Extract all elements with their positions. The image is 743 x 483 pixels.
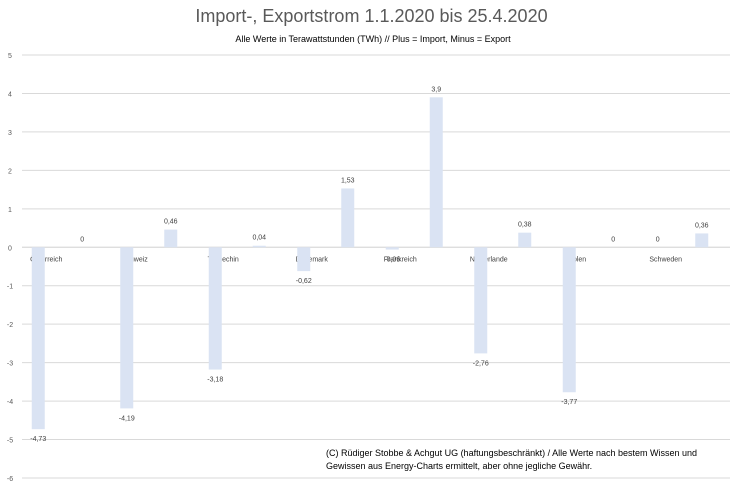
bar [31, 247, 45, 430]
y-tick-label: 2 [8, 168, 12, 175]
copyright-footnote: (C) Rüdiger Stobbe & Achgut UG (haftungs… [326, 448, 698, 471]
data-label: 0,36 [695, 222, 709, 229]
data-label: 0 [656, 236, 660, 243]
category-label: Schweden [649, 256, 682, 263]
bar [341, 188, 355, 248]
data-label: -4,19 [119, 415, 135, 422]
y-tick-label: -3 [7, 361, 13, 368]
category-label: Frankreich [384, 256, 417, 263]
category-label: Tschechin [208, 256, 239, 263]
bar [429, 97, 443, 248]
data-label: 0 [611, 236, 615, 243]
y-tick-label: 5 [8, 53, 12, 60]
data-label: -0,62 [296, 278, 312, 285]
bar [474, 247, 488, 354]
y-tick-label: -6 [7, 476, 13, 483]
data-label: 0,38 [518, 222, 532, 229]
data-label: -4,73 [30, 436, 46, 443]
bar [562, 247, 576, 393]
data-label: -3,77 [561, 399, 577, 406]
bar [164, 229, 178, 248]
bar [252, 245, 266, 248]
data-label: 0,46 [164, 219, 178, 226]
y-tick-label: -2 [7, 322, 13, 329]
y-tick-label: 0 [8, 245, 12, 252]
y-tick-label: 1 [8, 207, 12, 214]
data-label: 1,53 [341, 177, 355, 184]
category-label: Dänemark [296, 256, 329, 263]
category-label: Schweiz [122, 256, 149, 263]
bar [385, 247, 399, 250]
bar [208, 247, 222, 370]
data-label: -3,18 [207, 377, 223, 384]
chart-subtitle: Alle Werte in Terawattstunden (TWh) // P… [218, 34, 528, 44]
data-label: -0,06 [384, 257, 400, 264]
y-tick-label: -5 [7, 438, 13, 445]
category-label: Österreich [30, 255, 62, 263]
data-label: 0 [80, 236, 84, 243]
category-label: Niederlande [470, 256, 508, 263]
data-label: 0,04 [252, 235, 266, 242]
chart-title: Import-, Exportstrom 1.1.2020 bis 25.4.2… [195, 6, 548, 26]
y-tick-label: 4 [8, 91, 12, 98]
y-tick-label: -1 [7, 284, 13, 291]
y-tick-label: -4 [7, 399, 13, 406]
bar [120, 247, 134, 409]
y-tick-label: 3 [8, 130, 12, 137]
data-label: -2,76 [473, 360, 489, 367]
bar [297, 247, 311, 272]
bar [518, 232, 532, 248]
data-label: 3,9 [431, 86, 441, 93]
category-label: Polen [568, 256, 586, 263]
bar [695, 233, 709, 248]
